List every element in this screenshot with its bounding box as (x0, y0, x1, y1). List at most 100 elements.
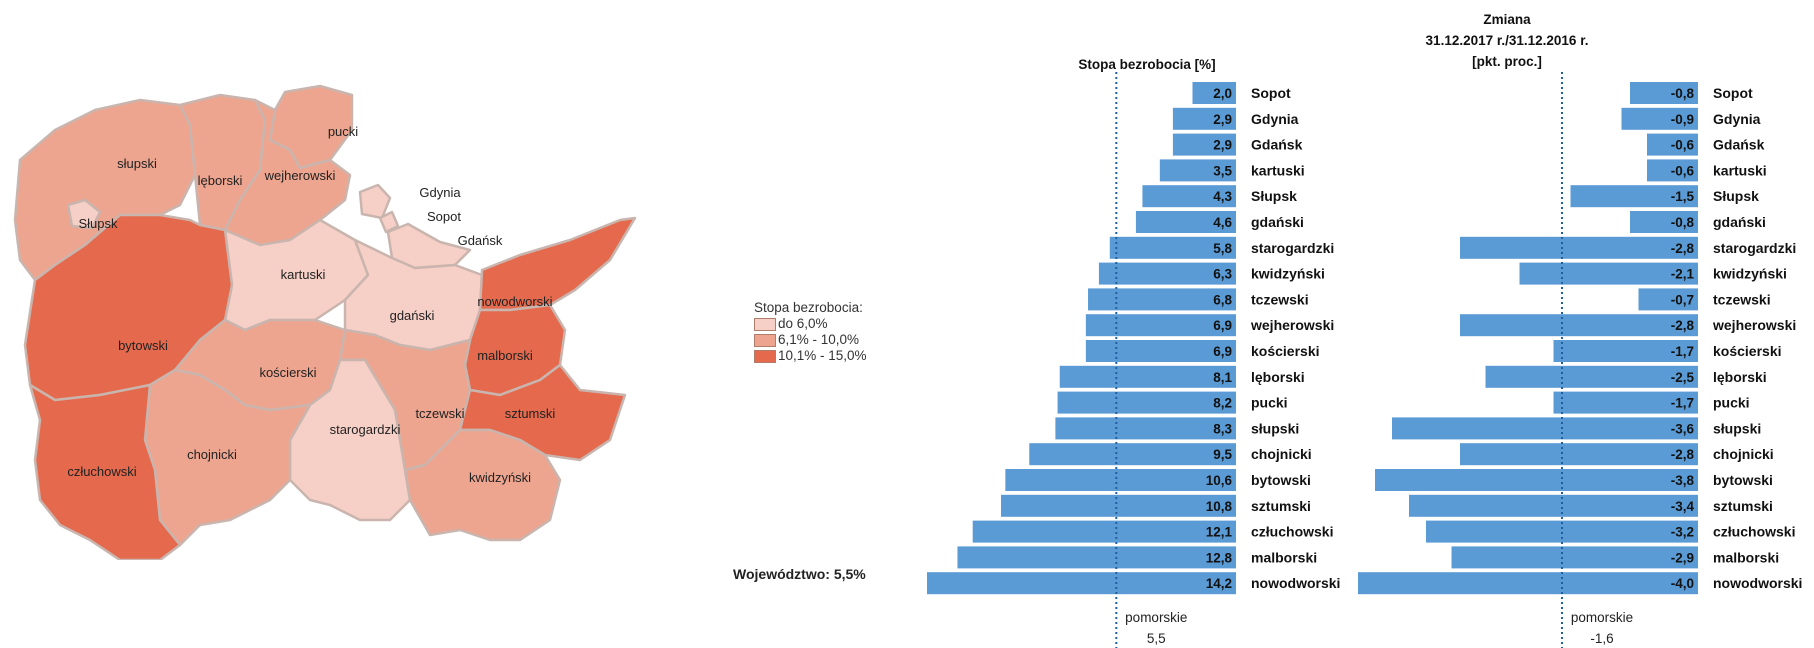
category-label: wejherowski (1712, 317, 1796, 333)
bar-kwidzynski (1098, 262, 1236, 285)
category-label: kwidzyński (1713, 266, 1787, 282)
bar-starogardzki (1109, 236, 1236, 259)
reference-value: 5,5 (1147, 631, 1166, 646)
map-label-kwidzynski: kwidzyński (469, 470, 531, 485)
category-label: tczewski (1251, 291, 1309, 307)
category-label: bytowski (1713, 472, 1773, 488)
category-label: Gdynia (1713, 111, 1761, 127)
bar-chojnicki (1029, 443, 1236, 466)
bar-value-label: -0,8 (1671, 86, 1695, 101)
legend-label-mid: 6,1% - 10,0% (778, 332, 860, 347)
map-legend: Stopa bezrobocia: do 6,0% 6,1% - 10,0% 1… (754, 300, 867, 364)
category-label: Gdynia (1251, 111, 1299, 127)
map-label-tczewski: tczewski (415, 406, 464, 421)
legend-label-low: do 6,0% (778, 316, 828, 331)
bar-malborski (957, 546, 1236, 569)
map-label-slupsk: Słupsk (78, 216, 118, 231)
map-region-slupski (13, 98, 197, 282)
bar-kartuski (1647, 159, 1698, 182)
bar-value-label: 9,5 (1213, 447, 1232, 462)
unemployment-rate-chart: Stopa bezrobocia [%] 2,0 Sopot 2,9 Gdynia 2,… (927, 57, 1340, 648)
bar-nowodworski (927, 572, 1236, 595)
bar-kartuski (1159, 159, 1236, 182)
bar-value-label: -3,4 (1671, 499, 1695, 514)
map-label-sztumski: sztumski (505, 406, 556, 421)
bar-value-label: -2,8 (1671, 241, 1695, 256)
bar-gdanski (1630, 211, 1698, 233)
map-label-chojnicki: chojnicki (187, 447, 237, 462)
map-region-czluchowski (28, 383, 182, 560)
bar-value-label: 2,0 (1213, 86, 1232, 101)
bar-tczewski (1638, 288, 1698, 311)
category-label: Gdańsk (1251, 137, 1303, 153)
bar-koscierski (1085, 340, 1236, 362)
bar-nowodworski (1358, 572, 1698, 595)
category-label: starogardzki (1713, 240, 1796, 256)
bar-kwidzynski (1519, 262, 1698, 285)
bar-value-label: 6,9 (1213, 318, 1232, 333)
map-label-starogardzki: starogardzki (330, 422, 401, 437)
legend-title: Stopa bezrobocia: (754, 300, 863, 315)
category-label: tczewski (1713, 291, 1771, 307)
category-label: człuchowski (1713, 524, 1795, 540)
category-label: nowodworski (1713, 575, 1802, 591)
reference-value: -1,6 (1590, 631, 1613, 646)
bar-slupsk (1570, 185, 1698, 208)
bar-gdynia (1172, 107, 1236, 130)
map-label-bytowski: bytowski (118, 338, 168, 353)
bar-value-label: -2,5 (1671, 370, 1695, 385)
category-label: Gdańsk (1713, 137, 1765, 153)
bar-value-label: 8,2 (1213, 396, 1232, 411)
bar-value-label: -2,1 (1671, 267, 1695, 282)
category-label: chojnicki (1713, 446, 1774, 462)
bar-value-label: -2,8 (1671, 318, 1695, 333)
bar-value-label: 6,8 (1213, 292, 1232, 307)
bar-koscierski (1553, 340, 1698, 362)
chart-title-line: Zmiana (1483, 12, 1531, 27)
legend-item-mid: 6,1% - 10,0% (754, 332, 867, 348)
bar-value-label: -1,5 (1671, 189, 1695, 204)
bar-value-label: -2,9 (1671, 550, 1694, 565)
bar-malborski (1451, 546, 1698, 569)
map-label-gdansk: Gdańsk (458, 233, 503, 248)
chart-title-line: 31.12.2017 r./31.12.2016 r. (1426, 33, 1589, 48)
bar-value-label: 2,9 (1213, 112, 1232, 127)
reference-label: pomorskie (1571, 610, 1633, 625)
bar-value-label: -0,6 (1671, 163, 1695, 178)
map-label-slupski: słupski (117, 156, 157, 171)
bar-value-label: -0,7 (1671, 292, 1694, 307)
legend-item-high: 10,1% - 15,0% (754, 348, 867, 364)
category-label: malborski (1251, 549, 1317, 565)
bar-sopot (1630, 82, 1698, 104)
bar-gdansk (1172, 133, 1236, 156)
category-label: sztumski (1251, 498, 1311, 514)
bar-value-label: 6,9 (1213, 344, 1232, 359)
map-region-slupsk (66, 198, 102, 230)
voivodeship-summary: Województwo: 5,5% (733, 566, 866, 582)
bar-value-label: -2,8 (1671, 447, 1695, 462)
bar-slupsk (1142, 185, 1236, 208)
category-label: kościerski (1251, 343, 1320, 359)
bar-value-label: 4,3 (1213, 189, 1232, 204)
map-region-sopot (378, 210, 400, 234)
bar-value-label: -4,0 (1671, 576, 1694, 591)
category-label: gdański (1251, 214, 1304, 230)
map-label-gdanski: gdański (390, 308, 435, 323)
bar-value-label: -3,2 (1671, 525, 1694, 540)
bar-pucki (1553, 391, 1698, 414)
category-label: malborski (1713, 549, 1779, 565)
category-label: wejherowski (1250, 317, 1334, 333)
map-label-malborski: malborski (477, 348, 533, 363)
map-region-gdynia (358, 183, 392, 220)
category-label: Słupsk (1251, 188, 1297, 204)
map-label-koscierski: kościerski (259, 365, 316, 380)
bar-bytowski (1375, 469, 1698, 491)
chart-title: Zmiana 31.12.2017 r./31.12.2016 r. [pkt. p… (1426, 12, 1589, 69)
category-label: lęborski (1251, 369, 1305, 385)
bar-value-label: -1,7 (1671, 396, 1694, 411)
bar-bytowski (1005, 469, 1236, 491)
category-label: chojnicki (1251, 446, 1312, 462)
category-label: kartuski (1251, 162, 1305, 178)
bar-value-label: 4,6 (1213, 215, 1232, 230)
legend-swatch-high (754, 349, 776, 363)
